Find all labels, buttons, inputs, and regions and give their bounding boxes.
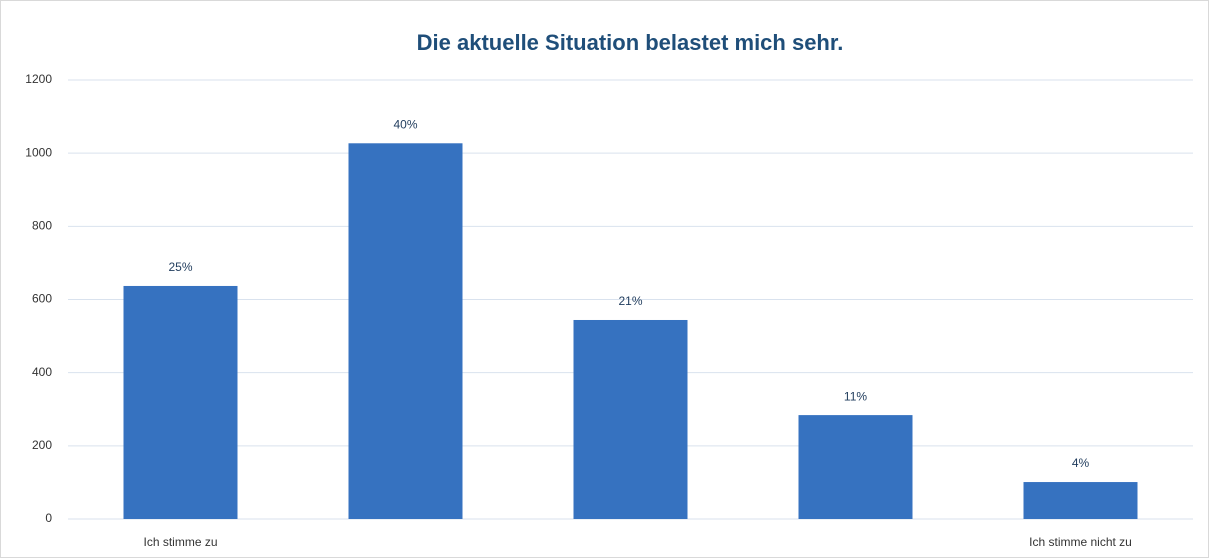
data-label: 11%	[844, 389, 867, 403]
bar	[1023, 482, 1138, 519]
bar	[573, 319, 688, 519]
bar	[123, 285, 238, 519]
y-tick-label: 1000	[25, 145, 52, 159]
data-label: 25%	[168, 260, 192, 274]
y-tick-label: 1200	[25, 72, 52, 86]
data-label: 4%	[1072, 456, 1090, 470]
data-label: 40%	[393, 117, 417, 131]
data-label: 21%	[618, 294, 642, 308]
y-tick-label: 800	[32, 219, 52, 233]
y-tick-label: 200	[32, 438, 52, 452]
bar	[348, 143, 463, 519]
y-tick-label: 400	[32, 365, 52, 379]
y-tick-label: 0	[45, 511, 52, 525]
bar	[798, 415, 913, 519]
y-tick-label: 600	[32, 292, 52, 306]
x-tick-label: Ich stimme zu	[143, 535, 217, 549]
x-tick-label: Ich stimme nicht zu	[1029, 535, 1132, 549]
chart-title: Die aktuelle Situation belastet mich seh…	[417, 30, 844, 55]
